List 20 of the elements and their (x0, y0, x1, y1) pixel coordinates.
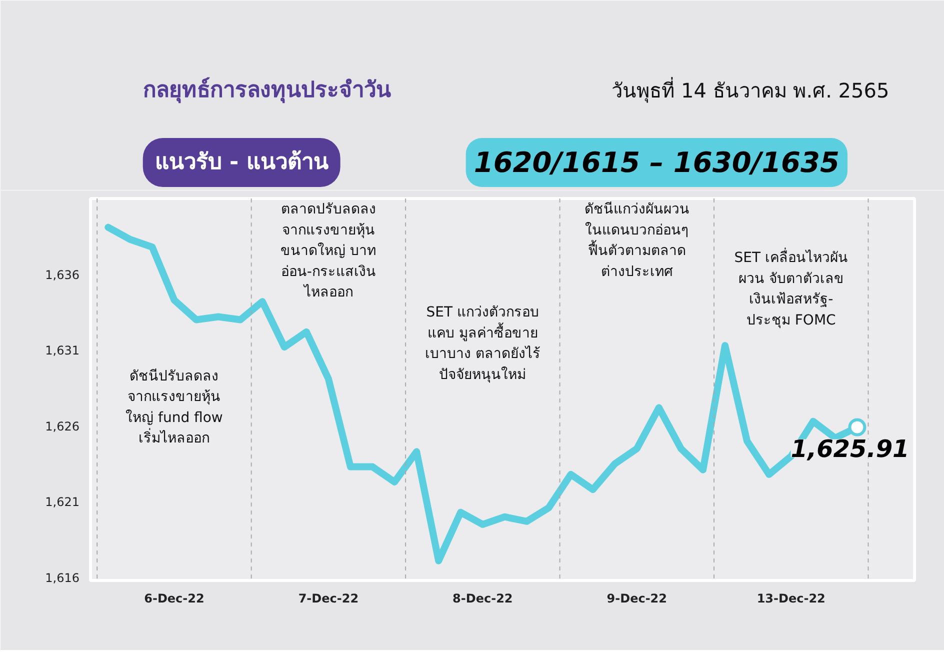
x-tick-label: 6-Dec-22 (144, 592, 204, 606)
annotation: ดัชนีแกว่งผันผวน ในแดนบวกอ่อนๆ ฟื้นตัวตามตลาด ต่างประเทศ (584, 202, 690, 280)
annotation: SET แกว่งตัวกรอบ แคบ มูลค่าซื้อขาย เบาบาง ตลาดยังไร้ ปัจจัยหนุนใหม่ (424, 304, 540, 384)
y-tick-label: 1,636 (45, 268, 80, 282)
y-tick-label: 1,631 (45, 344, 80, 358)
x-tick-label: 13-Dec-22 (756, 592, 826, 606)
x-tick-label: 7-Dec-22 (298, 592, 359, 606)
annotation: ตลาดปรับลดลง จากแรงขายหุ้น ขนาดใหญ่ บาท อ่อน-กระแสเงิน ไหลออก (280, 202, 376, 301)
text: 1620/1615 – 1630/1635 (474, 146, 840, 179)
annotation: SET เคลื่อนไหวผัน ผวน จับตาตัวเลข เงินเฟ้อสหรัฐ- ประชุม FOMC (734, 248, 848, 328)
y-tick-label: 1,616 (45, 570, 80, 585)
text: แนวรับ - แนวต้าน (154, 150, 328, 175)
x-tick-label: 8-Dec-22 (452, 592, 513, 606)
y-tick-label: 1,626 (45, 419, 80, 434)
data-label: 1,625.91 (790, 435, 910, 464)
y-tick-label: 1,621 (45, 495, 80, 510)
chart-title: กลยุทธ์การลงทุนประจำวัน (142, 77, 391, 104)
annotation: ดัชนีปรับลดลง จากแรงขายหุ้น ใหญ่ fund flow เริ่มไหลออก (126, 368, 223, 447)
x-tick-label: 9-Dec-22 (606, 592, 668, 606)
chart-subtitle: วันพุธที่ 14 ธันวาคม พ.ศ. 2565 (612, 76, 890, 104)
